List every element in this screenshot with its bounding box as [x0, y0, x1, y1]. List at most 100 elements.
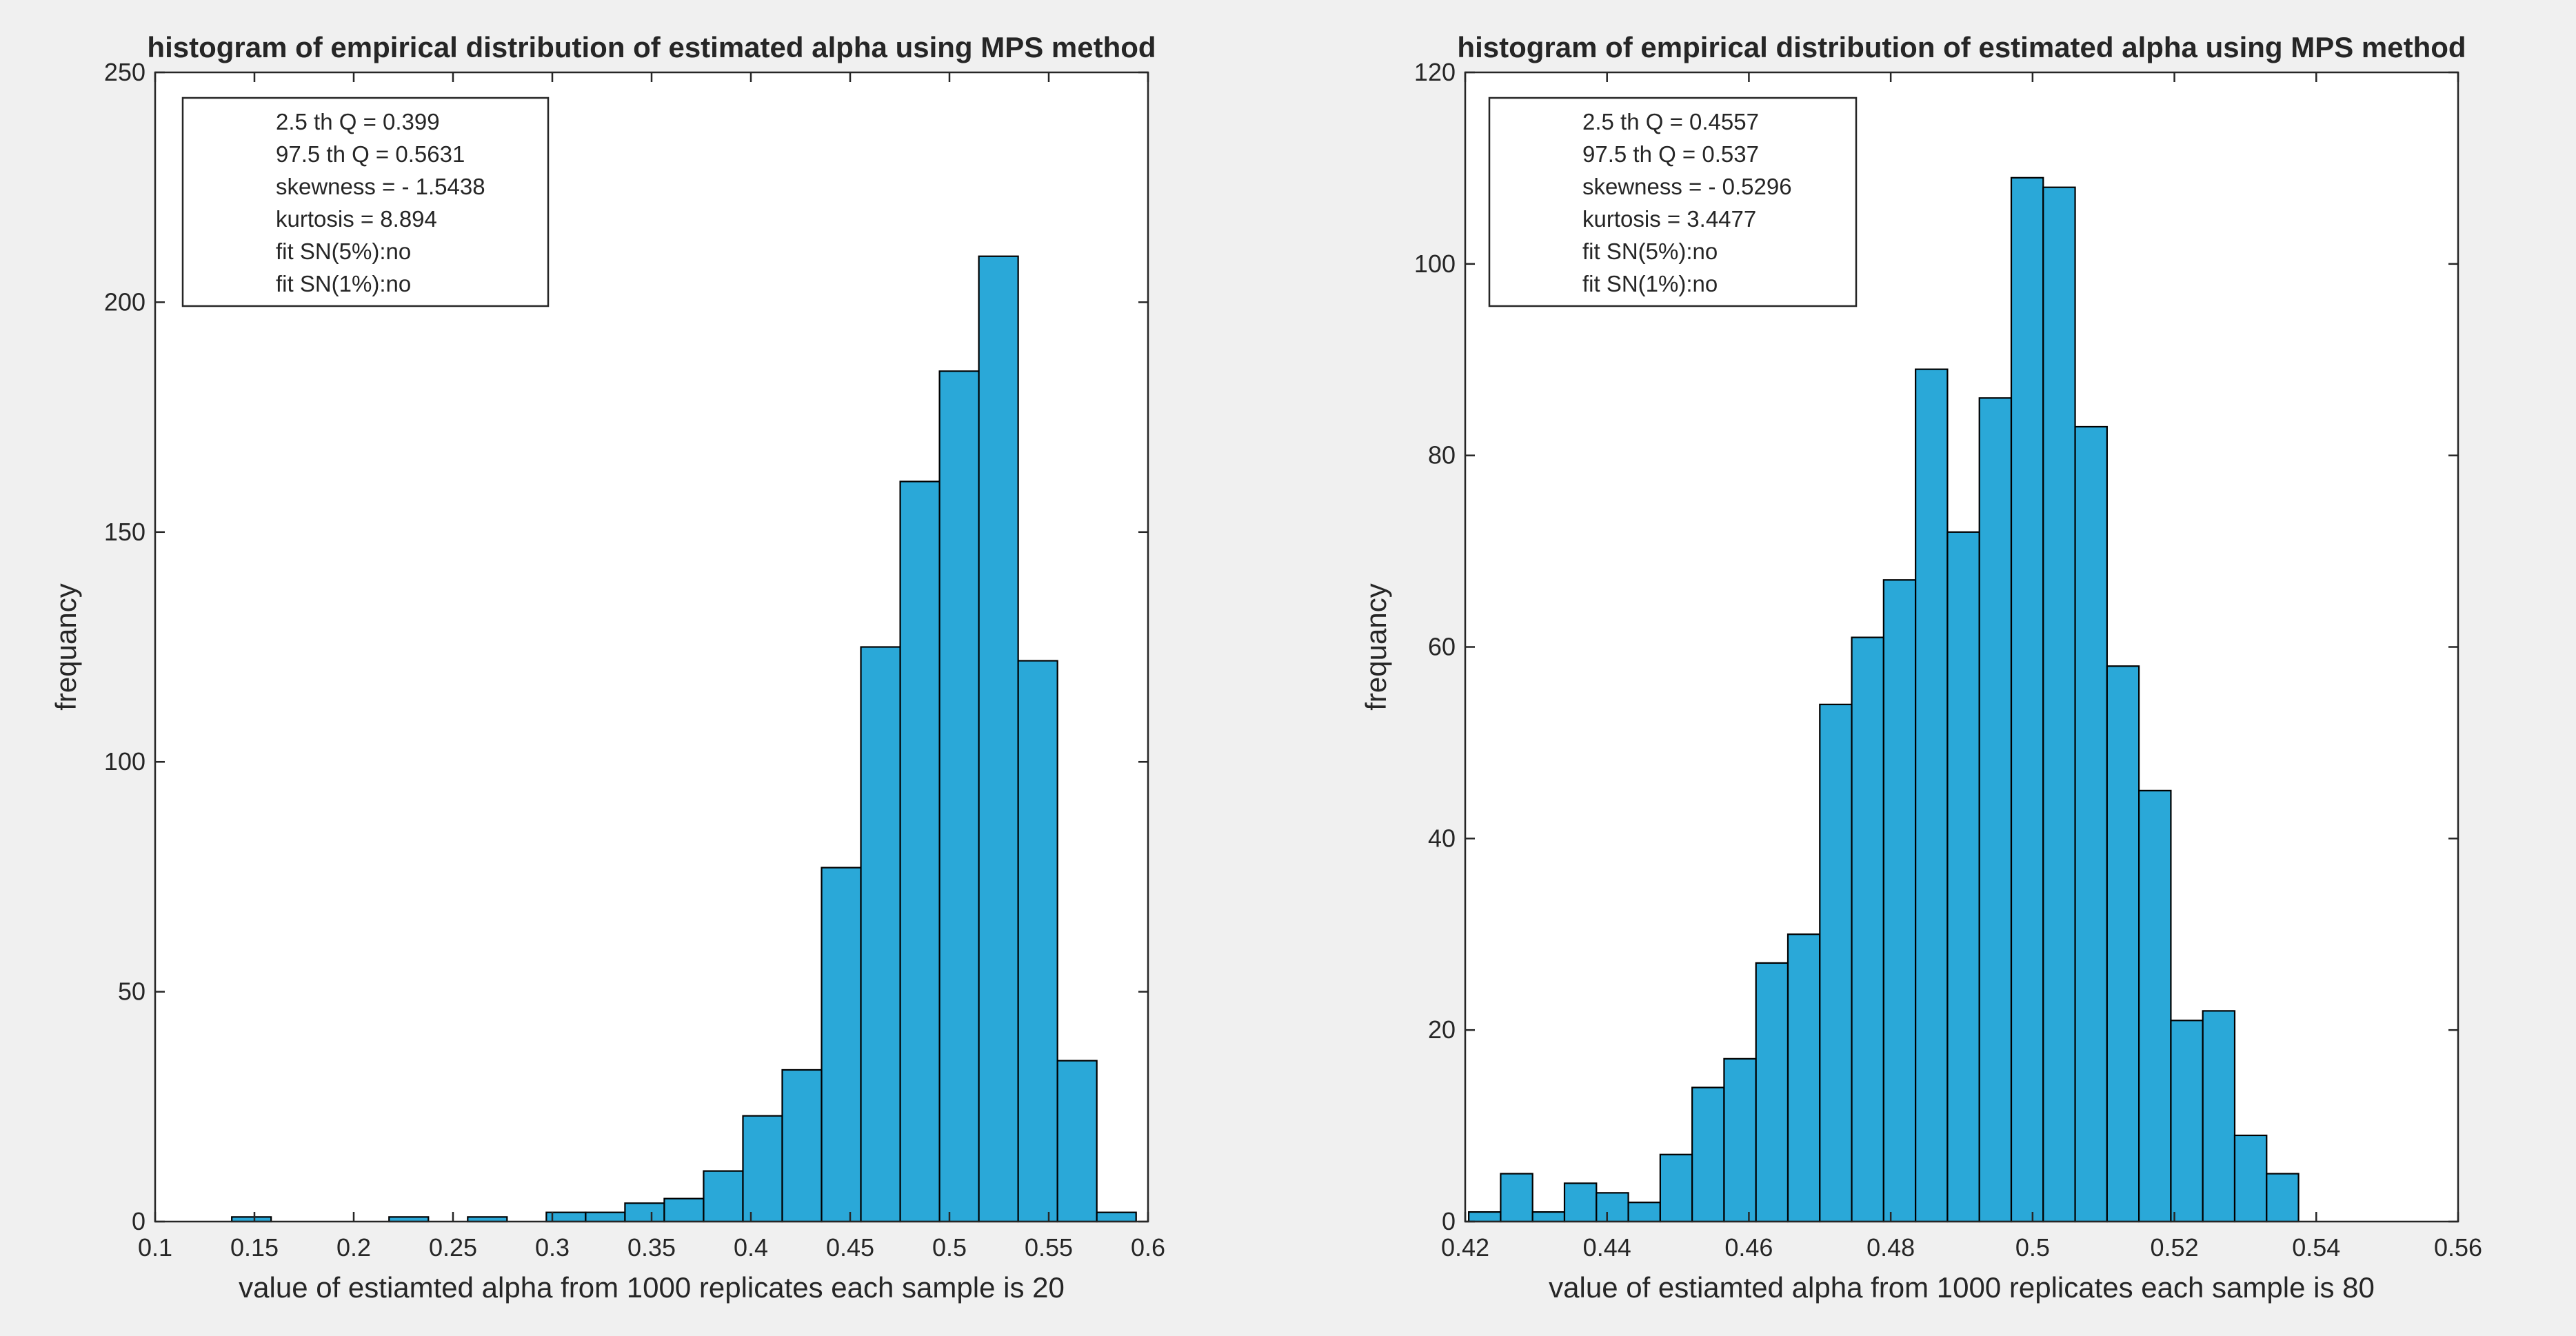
annotation-border	[181, 97, 550, 307]
x-tick-label: 0.3	[535, 1233, 570, 1262]
annotation-line: 97.5 th Q = 0.5631	[276, 141, 465, 167]
histogram-bar	[703, 1170, 744, 1223]
histogram-bar	[2266, 1173, 2300, 1223]
histogram-bar	[2138, 789, 2172, 1223]
x-tick-label: 0.1	[138, 1233, 172, 1262]
histogram-bar	[2074, 425, 2108, 1223]
annotation-line: kurtosis = 3.4477	[1582, 206, 1756, 232]
annotation-line: kurtosis = 8.894	[276, 206, 437, 232]
histogram-bar	[899, 480, 940, 1223]
histogram-bar	[1096, 1211, 1137, 1223]
histogram-bar	[2010, 176, 2044, 1223]
x-axis-label: value of estiamted alpha from 1000 repli…	[239, 1271, 1065, 1304]
x-tick-label: 0.45	[826, 1233, 874, 1262]
y-ticks: 0 20 40 60 80 100 120	[1414, 58, 2458, 1235]
histogram-bar	[1882, 579, 1917, 1223]
histogram-bar	[2106, 665, 2140, 1223]
x-tick-label: 0.48	[1866, 1233, 1915, 1262]
histogram-bar	[1755, 962, 1789, 1223]
y-tick-label: 0	[1442, 1207, 1456, 1235]
y-tick-label: 250	[104, 58, 145, 86]
y-tick-label: 100	[1414, 250, 1456, 278]
histogram-bar	[663, 1197, 705, 1223]
histogram-bar	[1691, 1086, 1725, 1223]
y-tick-label: 50	[118, 978, 145, 1006]
histogram-bar	[1915, 368, 1949, 1223]
histogram-bar	[1531, 1211, 1566, 1223]
annotation-line: 97.5 th Q = 0.537	[1582, 141, 1759, 167]
histogram-bar	[1659, 1153, 1693, 1223]
annotation-line: 2.5 th Q = 0.4557	[1582, 109, 1759, 134]
x-tick-label: 0.46	[1724, 1233, 1773, 1262]
y-tick-label: 20	[1428, 1015, 1456, 1044]
x-tick-label: 0.5	[2015, 1233, 2050, 1262]
histogram-bar	[1056, 1060, 1098, 1223]
annotation-line: fit SN(5%):no	[1582, 239, 1718, 264]
histogram-bar	[1978, 397, 2013, 1223]
chart-left: histogram of empirical distribution of e…	[50, 31, 1165, 1304]
histogram-bar	[1819, 703, 1853, 1223]
histogram-bar	[1851, 636, 1884, 1223]
histogram-bar	[978, 255, 1019, 1223]
histogram-bar	[624, 1202, 665, 1223]
histogram-bar	[1017, 660, 1058, 1223]
x-tick-label: 0.2	[336, 1233, 371, 1262]
y-tick-label: 120	[1414, 58, 1456, 86]
annotation-line: fit SN(1%):no	[1582, 271, 1718, 296]
histogram-bar	[1946, 531, 1980, 1223]
histogram-bar	[1500, 1173, 1533, 1223]
x-tick-label: 0.5	[932, 1233, 967, 1262]
x-axis-label: value of estiamted alpha from 1000 repli…	[1549, 1271, 2375, 1304]
x-tick-label: 0.25	[429, 1233, 477, 1262]
y-tick-label: 80	[1428, 441, 1456, 469]
y-tick-label: 0	[132, 1207, 145, 1235]
annotation-line: fit SN(5%):no	[276, 239, 411, 264]
histogram-bar	[1723, 1057, 1757, 1223]
annotation-line: skewness = - 1.5438	[276, 174, 485, 199]
histogram-bar	[1468, 1211, 1502, 1223]
stats-annotation-box: 2.5 th Q = 0.399 97.5 th Q = 0.5631 skew…	[181, 97, 550, 307]
histogram-bar	[781, 1069, 823, 1223]
annotation-line: 2.5 th Q = 0.399	[276, 109, 440, 134]
x-tick-label: 0.56	[2434, 1233, 2482, 1262]
x-tick-label: 0.6	[1131, 1233, 1165, 1262]
chart-right: histogram of empirical distribution of e…	[1360, 31, 2482, 1304]
y-tick-label: 100	[104, 747, 145, 776]
x-tick-label: 0.42	[1441, 1233, 1489, 1262]
y-ticks: 0 50 100 150 200 250	[104, 58, 1148, 1235]
histogram-bar	[742, 1115, 783, 1223]
x-tick-label: 0.54	[2292, 1233, 2340, 1262]
annotation-line: fit SN(1%):no	[276, 271, 411, 296]
y-axis-label: frequancy	[50, 583, 82, 710]
x-tick-label: 0.44	[1583, 1233, 1631, 1262]
histogram-bar	[1787, 933, 1821, 1223]
x-tick-label: 0.35	[627, 1233, 676, 1262]
x-ticks: 0.1 0.15 0.2 0.25 0.3 0.35 0.4 0.45 0.5 0.55 0.6	[138, 72, 1165, 1262]
histogram-bar	[2170, 1020, 2204, 1223]
y-tick-label: 200	[104, 287, 145, 316]
y-tick-label: 150	[104, 518, 145, 546]
x-tick-label: 0.55	[1025, 1233, 1073, 1262]
y-axis-label: frequancy	[1360, 583, 1392, 710]
stats-annotation-box: 2.5 th Q = 0.4557 97.5 th Q = 0.537 skew…	[1488, 97, 1858, 307]
histogram-bar	[860, 646, 901, 1223]
histogram-bar	[2042, 186, 2076, 1223]
histogram-bar	[1627, 1202, 1661, 1223]
x-tick-label: 0.15	[230, 1233, 279, 1262]
histogram-bar	[1563, 1182, 1598, 1223]
annotation-line: skewness = - 0.5296	[1582, 174, 1792, 199]
chart-title: histogram of empirical distribution of e…	[147, 31, 1156, 63]
chart-title: histogram of empirical distribution of e…	[1457, 31, 2466, 63]
histogram-bar	[821, 867, 862, 1223]
histogram-bar	[585, 1211, 626, 1223]
histogram-bar	[2233, 1134, 2268, 1223]
histogram-bar	[1596, 1192, 1629, 1223]
x-tick-label: 0.52	[2151, 1233, 2199, 1262]
y-tick-label: 60	[1428, 633, 1456, 661]
x-ticks: 0.42 0.44 0.46 0.48 0.5 0.52 0.54 0.56	[1441, 72, 2482, 1262]
annotation-border	[1488, 97, 1858, 307]
histogram-bar	[938, 370, 980, 1223]
x-tick-label: 0.4	[734, 1233, 768, 1262]
y-tick-label: 40	[1428, 824, 1456, 852]
